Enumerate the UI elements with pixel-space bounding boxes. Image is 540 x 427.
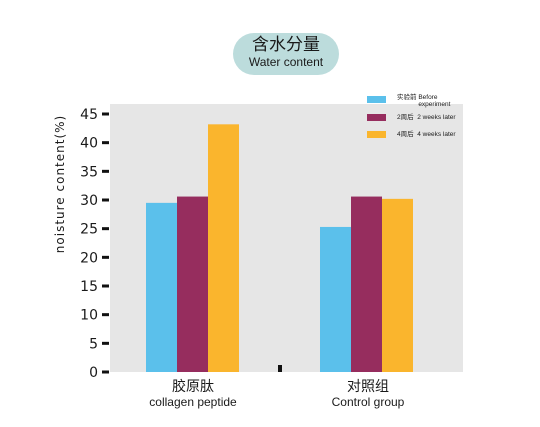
- y-tick-mark: [102, 198, 109, 202]
- legend-label-en: Before experiment: [418, 94, 451, 108]
- legend-label-cn: 2周后: [397, 114, 414, 121]
- category-label-collagen: 胶原肽 collagen peptide: [113, 379, 273, 409]
- y-tick-mark: [102, 227, 109, 231]
- y-tick-label: 10: [80, 308, 98, 324]
- y-tick-label: 35: [80, 164, 98, 180]
- legend-label-4weeks: 4周后 4 weeks later: [397, 131, 456, 138]
- legend-label-en: 2 weeks later: [417, 114, 456, 121]
- y-tick-label: 25: [80, 222, 98, 238]
- legend-label-cn: 实验前: [397, 94, 417, 101]
- chart-title-badge: 含水分量 Water content: [233, 33, 339, 75]
- bar-collagen-series-0: [146, 202, 177, 372]
- y-tick-label: 45: [80, 107, 98, 123]
- y-tick-label: 30: [80, 193, 98, 209]
- chart-title-en: Water content: [248, 55, 324, 69]
- y-tick-label: 0: [89, 365, 98, 381]
- bar-collagen-series-2: [208, 124, 239, 372]
- y-axis: 0 5 10 15 20 25 30 35 40 45: [80, 107, 109, 381]
- y-tick-label: 20: [80, 250, 98, 266]
- bar-control-series-0: [320, 226, 351, 372]
- category-label-cn: 对照组: [347, 379, 389, 395]
- y-tick-mark: [102, 284, 109, 288]
- y-tick-mark: [102, 112, 109, 116]
- chart-title-cn: 含水分量: [252, 35, 320, 55]
- bars-group: [146, 124, 413, 372]
- y-tick-label: 15: [80, 279, 98, 295]
- legend-label-en: 4 weeks later: [417, 131, 456, 138]
- legend-label-2weeks: 2周后 2 weeks later: [397, 114, 456, 121]
- y-tick-label: 5: [89, 336, 98, 352]
- axis-break-mark: [278, 365, 282, 372]
- bar-collagen-series-1: [177, 196, 208, 372]
- y-tick-mark: [102, 370, 109, 374]
- y-tick-mark: [102, 141, 109, 145]
- category-label-control: 对照组 Control group: [288, 379, 448, 409]
- legend-swatch-before: [367, 96, 386, 103]
- legend-swatch-4weeks: [367, 131, 386, 138]
- bar-control-series-1: [351, 196, 382, 372]
- y-tick-mark: [102, 255, 109, 259]
- y-tick-mark: [102, 341, 109, 345]
- y-axis-label: noisture content(%): [53, 114, 67, 254]
- bar-control-series-2: [382, 198, 413, 372]
- category-label-en: Control group: [331, 395, 405, 409]
- category-label-cn: 胶原肽: [172, 379, 214, 395]
- y-tick-mark: [102, 313, 109, 317]
- legend-swatch-2weeks: [367, 114, 386, 121]
- category-label-en: collagen peptide: [149, 395, 237, 409]
- legend-label-before: 实验前 Before experiment: [397, 94, 462, 108]
- legend-label-cn: 4周后: [397, 131, 414, 138]
- y-tick-label: 40: [80, 136, 98, 152]
- y-tick-mark: [102, 169, 109, 173]
